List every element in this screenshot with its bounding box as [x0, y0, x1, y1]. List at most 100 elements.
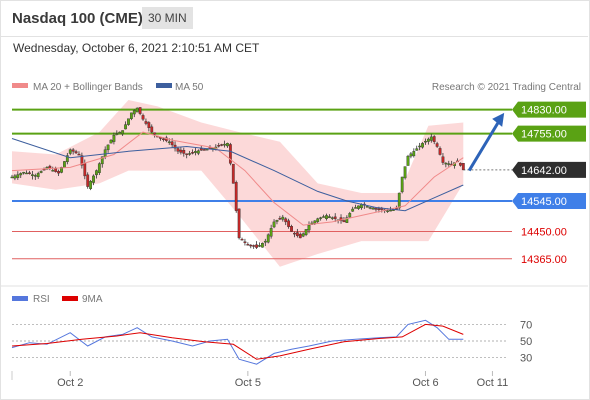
- candle-up: [188, 153, 192, 155]
- candle-down: [374, 208, 378, 210]
- candle-up: [10, 176, 14, 179]
- candle-up: [16, 174, 20, 178]
- candle-up: [124, 124, 127, 130]
- candle-up: [365, 206, 369, 208]
- candle-up: [325, 215, 328, 219]
- candle-down: [243, 241, 247, 243]
- timeframe-badge[interactable]: 30 MIN: [142, 7, 193, 29]
- candle-up: [100, 156, 104, 165]
- candle-up: [121, 130, 125, 135]
- candle-up: [389, 209, 392, 212]
- candle-up: [30, 174, 34, 176]
- candle-up: [223, 143, 226, 146]
- candle-down: [173, 144, 177, 149]
- price-tag-current: [512, 161, 586, 178]
- price-label-resistance: 14830.00: [521, 105, 567, 117]
- candle-up: [354, 207, 357, 209]
- candle-up: [109, 139, 113, 144]
- price-label-target: 14365.00: [521, 254, 567, 266]
- candle-up: [301, 233, 305, 237]
- forecast-arrow-shaft: [467, 120, 501, 172]
- candle-down: [185, 153, 189, 155]
- candle-down: [80, 155, 84, 166]
- candle-up: [22, 171, 26, 174]
- candle-up: [345, 217, 349, 223]
- candle-up: [368, 207, 372, 209]
- candle-down: [202, 149, 206, 151]
- ma50-line: [11, 138, 464, 212]
- candle-down: [228, 144, 232, 164]
- ma20-legend-swatch: [12, 83, 28, 88]
- datetime-label: Wednesday, October 6, 2021 2:10:51 AM CE…: [13, 41, 260, 55]
- candle-up: [412, 151, 416, 157]
- ma50-legend-swatch: [156, 83, 172, 88]
- candle-up: [406, 155, 410, 166]
- price-label-resistance: 14755.00: [521, 129, 567, 141]
- candle-up: [313, 220, 317, 224]
- candle-up: [386, 210, 390, 212]
- credit-label: Research © 2021 Trading Central: [432, 82, 581, 93]
- candle-up: [135, 107, 139, 113]
- candle-down: [284, 218, 288, 223]
- x-tick-label: Oct 6: [412, 377, 438, 389]
- candle-up: [397, 192, 401, 209]
- rsi-series-rsi: [11, 319, 464, 365]
- candle-up: [330, 217, 334, 219]
- candle-down: [138, 107, 142, 114]
- candle-down: [83, 162, 87, 177]
- candle-up: [409, 153, 413, 157]
- candle-down: [255, 244, 258, 248]
- candle-down: [144, 121, 148, 124]
- candle-down: [438, 148, 442, 155]
- rsi-ma-legend-swatch: [62, 296, 78, 301]
- chart-header: Nasdaq 100 (CME) 30 MIN: [0, 0, 588, 37]
- candle-up: [68, 149, 72, 154]
- candle-up: [263, 240, 267, 243]
- candle-down: [153, 132, 157, 135]
- candle-up: [426, 138, 430, 142]
- price-tag-resistance: [512, 125, 586, 142]
- candle-up: [281, 216, 285, 220]
- candle-up: [92, 175, 95, 183]
- candle-down: [237, 208, 241, 239]
- candle-down: [170, 141, 174, 146]
- rsi-tick-70: 70: [520, 319, 532, 331]
- candle-down: [147, 122, 151, 128]
- ma20-line: [11, 131, 464, 226]
- candle-down: [54, 168, 58, 172]
- candle-down: [461, 162, 465, 171]
- x-tick-label: Oct 5: [235, 377, 261, 389]
- candle-up: [95, 170, 98, 176]
- candle-up: [322, 216, 325, 218]
- ma50-legend-label: MA 50: [175, 82, 204, 93]
- candle-up: [65, 155, 69, 163]
- candle-up: [39, 171, 43, 173]
- candle-up: [118, 131, 122, 134]
- candle-up: [97, 163, 101, 173]
- rsi-tick-30: 30: [520, 353, 532, 365]
- candle-down: [86, 174, 90, 187]
- candle-up: [348, 213, 352, 218]
- candle-up: [304, 229, 308, 235]
- candle-up: [33, 175, 37, 177]
- candle-up: [13, 175, 17, 179]
- bollinger-band: [12, 100, 464, 267]
- candle-down: [240, 238, 244, 241]
- candle-up: [371, 207, 375, 210]
- candle-down: [342, 220, 346, 223]
- candle-down: [252, 245, 256, 247]
- candle-down: [249, 244, 253, 247]
- candle-down: [71, 149, 75, 152]
- candle-up: [421, 143, 424, 148]
- candle-down: [377, 208, 381, 210]
- candle-up: [272, 221, 276, 228]
- candle-up: [196, 150, 200, 154]
- candle-down: [290, 226, 293, 232]
- candle-down: [176, 148, 180, 152]
- price-tag-resistance: [512, 101, 586, 118]
- forecast-arrow-head: [492, 112, 505, 127]
- candle-up: [60, 167, 63, 173]
- price-tag-support: [512, 193, 586, 210]
- candle-up: [25, 172, 28, 175]
